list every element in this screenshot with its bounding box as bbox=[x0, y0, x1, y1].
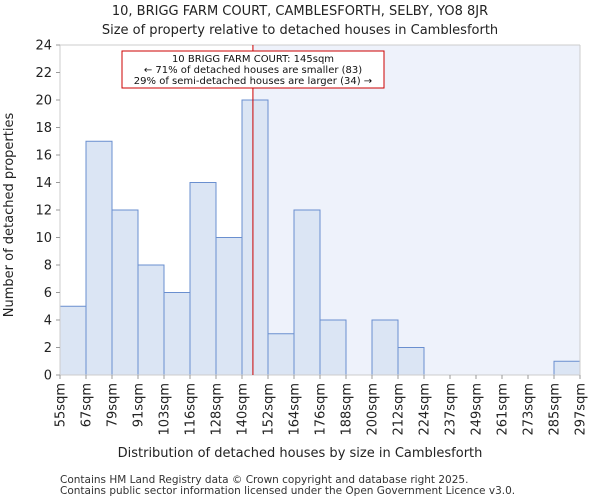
annotation-line3: 29% of semi-detached houses are larger (… bbox=[134, 76, 372, 87]
bar-116sqm bbox=[189, 182, 217, 376]
y-tick-label: 20 bbox=[35, 94, 52, 109]
x-tick-label: 176sqm bbox=[314, 383, 329, 436]
bar-128sqm bbox=[215, 237, 243, 376]
y-tick-label: 2 bbox=[44, 341, 52, 356]
bar-164sqm bbox=[293, 209, 321, 376]
y-tick-label: 18 bbox=[35, 121, 52, 136]
footer-line1: Contains HM Land Registry data © Crown c… bbox=[60, 474, 468, 486]
x-tick-label: 79sqm bbox=[106, 383, 121, 427]
x-tick-label: 200sqm bbox=[366, 383, 381, 436]
chart-title-line2: Size of property relative to detached ho… bbox=[102, 23, 498, 38]
bar-176sqm bbox=[319, 319, 347, 376]
x-tick-label: 67sqm bbox=[80, 383, 95, 427]
x-tick-label: 91sqm bbox=[132, 383, 147, 427]
bar-200sqm bbox=[371, 319, 399, 376]
x-tick-label: 224sqm bbox=[418, 383, 433, 436]
x-tick-label: 103sqm bbox=[158, 383, 173, 436]
y-tick-label: 0 bbox=[44, 369, 52, 384]
bar-152sqm bbox=[267, 333, 295, 376]
y-tick-label: 6 bbox=[44, 286, 52, 301]
bar-212sqm bbox=[397, 347, 425, 376]
annotation-line2: ← 71% of detached houses are smaller (83… bbox=[144, 65, 362, 76]
x-tick-label: 212sqm bbox=[392, 383, 407, 436]
y-tick-label: 4 bbox=[44, 314, 52, 329]
x-tick-label: 297sqm bbox=[574, 383, 589, 436]
y-tick-label: 24 bbox=[35, 39, 52, 54]
x-tick-label: 273sqm bbox=[522, 383, 537, 436]
footer-line2: Contains public sector information licen… bbox=[60, 485, 515, 497]
x-tick-label: 140sqm bbox=[236, 383, 251, 436]
bar-285sqm bbox=[553, 360, 581, 376]
y-axis-label: Number of detached properties bbox=[2, 113, 17, 318]
x-tick-label: 164sqm bbox=[288, 383, 303, 436]
x-tick-label: 261sqm bbox=[496, 383, 511, 436]
y-tick-label: 12 bbox=[35, 204, 52, 219]
x-tick-label: 116sqm bbox=[184, 383, 199, 436]
y-tick-label: 8 bbox=[44, 259, 52, 274]
x-tick-label: 152sqm bbox=[262, 383, 277, 436]
x-tick-label: 249sqm bbox=[470, 383, 485, 436]
y-tick-label: 10 bbox=[35, 231, 52, 246]
chart-title-line1: 10, BRIGG FARM COURT, CAMBLESFORTH, SELB… bbox=[112, 4, 488, 19]
bar-55sqm bbox=[59, 305, 87, 376]
annotation-line1: 10 BRIGG FARM COURT: 145sqm bbox=[172, 54, 334, 65]
annotation-box bbox=[121, 50, 385, 89]
x-axis-label: Distribution of detached houses by size … bbox=[118, 446, 483, 461]
bar-91sqm bbox=[137, 264, 165, 376]
bar-79sqm bbox=[111, 209, 139, 376]
y-tick-label: 16 bbox=[35, 149, 52, 164]
x-tick-label: 188sqm bbox=[340, 383, 355, 436]
bar-67sqm bbox=[85, 140, 113, 376]
bar-140sqm bbox=[241, 99, 269, 376]
x-tick-label: 55sqm bbox=[54, 383, 69, 427]
x-tick-label: 285sqm bbox=[548, 383, 563, 436]
y-tick-label: 22 bbox=[35, 66, 52, 81]
x-tick-label: 237sqm bbox=[444, 383, 459, 436]
y-tick-label: 14 bbox=[35, 176, 52, 191]
x-tick-label: 128sqm bbox=[210, 383, 225, 436]
bar-103sqm bbox=[163, 292, 191, 376]
